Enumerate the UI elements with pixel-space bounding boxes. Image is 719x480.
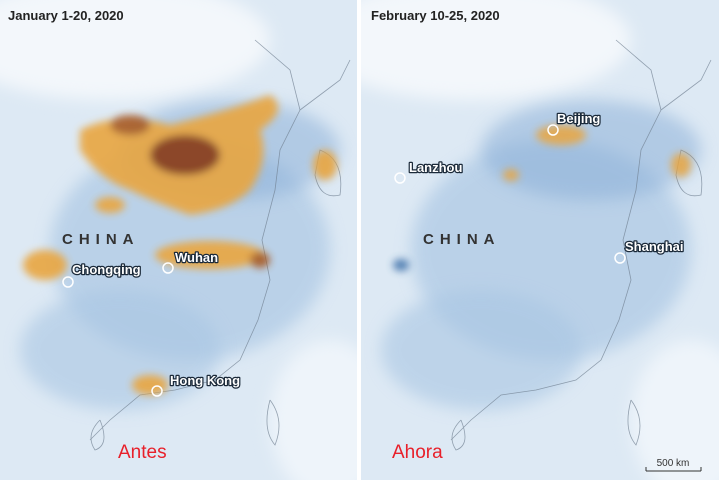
city-marker xyxy=(62,276,74,288)
city-label: Shanghai xyxy=(625,239,684,254)
city-label: Wuhan xyxy=(175,250,218,265)
city-label: Hong Kong xyxy=(170,373,240,388)
panel-date: January 1-20, 2020 xyxy=(8,8,124,23)
map-after: February 10-25, 2020 CHINA Beijing Lanzh… xyxy=(311,0,719,480)
caption: Ahora xyxy=(392,442,443,463)
scale-label: 500 km xyxy=(657,458,690,469)
city-marker xyxy=(547,124,559,136)
country-label: CHINA xyxy=(423,231,501,248)
city-marker xyxy=(614,252,626,264)
map-before: January 1-20, 2020 CHINA Chongqing Wuhan… xyxy=(0,0,390,480)
city-marker xyxy=(162,262,174,274)
caption: Antes xyxy=(118,442,167,463)
city-label: Beijing xyxy=(557,111,600,126)
city-marker xyxy=(394,172,406,184)
divider xyxy=(357,0,361,480)
city-marker xyxy=(151,385,163,397)
city-label: Lanzhou xyxy=(409,160,462,175)
city-label: Chongqing xyxy=(72,262,141,277)
country-label: CHINA xyxy=(62,231,140,248)
panel-date: February 10-25, 2020 xyxy=(371,8,500,23)
